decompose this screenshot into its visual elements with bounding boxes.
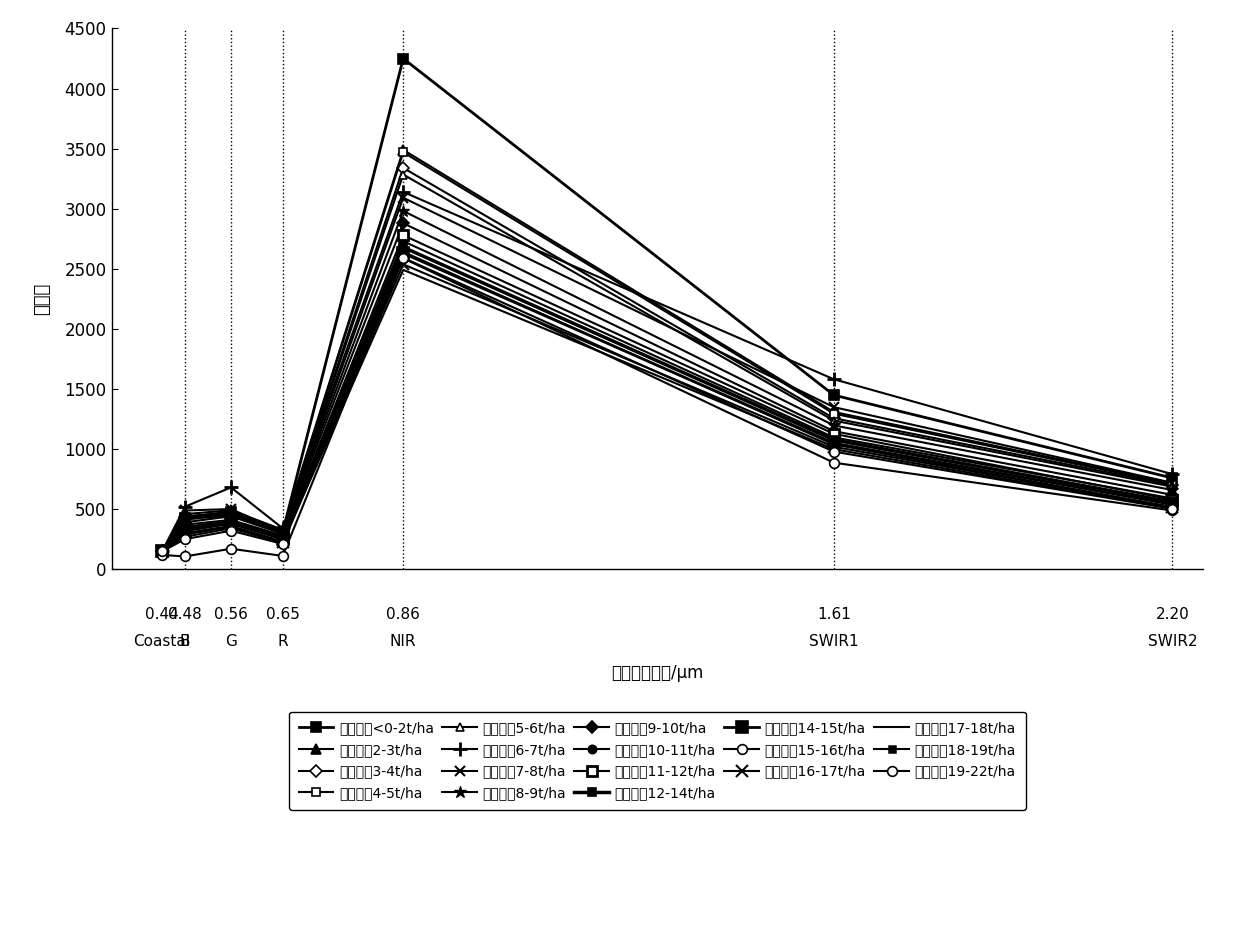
Text: NIR: NIR (389, 634, 417, 649)
Text: 0.65: 0.65 (265, 607, 300, 623)
Text: G: G (226, 634, 237, 649)
Legend: 叶生物量<0-2t/ha, 叶生物量2-3t/ha, 叶生物量3-4t/ha, 叶生物量4-5t/ha, 叶生物量5-6t/ha, 叶生物量6-7t/ha, 叶: 叶生物量<0-2t/ha, 叶生物量2-3t/ha, 叶生物量3-4t/ha, … (289, 712, 1025, 809)
Text: B: B (180, 634, 190, 649)
Text: 0.48: 0.48 (169, 607, 202, 623)
Text: SWIR2: SWIR2 (1148, 634, 1198, 649)
Text: 1.61: 1.61 (817, 607, 851, 623)
Text: 0.44: 0.44 (145, 607, 179, 623)
Text: 0.56: 0.56 (215, 607, 248, 623)
Text: Coastal: Coastal (134, 634, 191, 649)
Text: R: R (278, 634, 288, 649)
Text: 波段中心波长/μm: 波段中心波长/μm (611, 664, 703, 682)
Text: SWIR1: SWIR1 (808, 634, 858, 649)
Text: 2.20: 2.20 (1156, 607, 1189, 623)
Y-axis label: 反射率: 反射率 (32, 283, 51, 315)
Text: 0.86: 0.86 (387, 607, 420, 623)
